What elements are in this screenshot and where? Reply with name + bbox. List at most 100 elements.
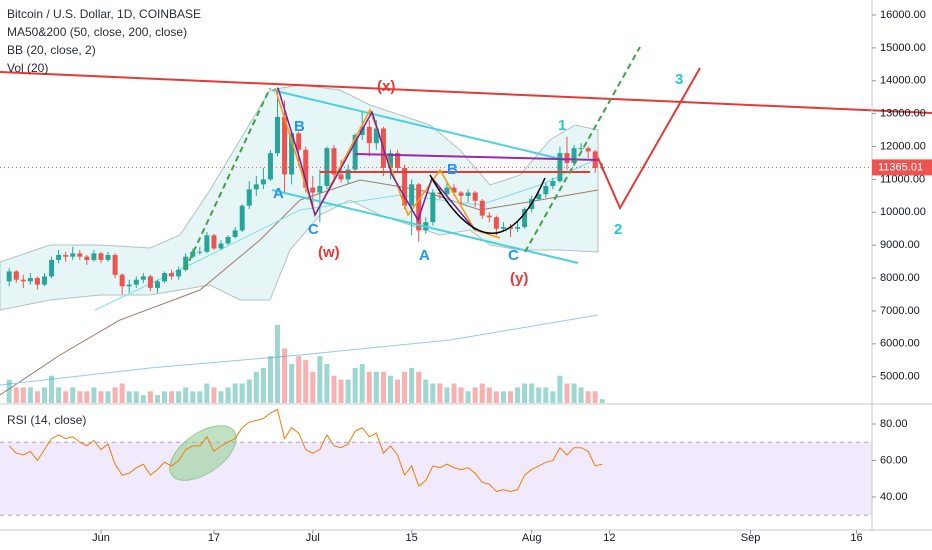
volume-bar [176,391,182,403]
volume-bar [387,375,393,403]
highlight [169,425,237,481]
candle-body [500,227,506,229]
candle-body [571,148,577,163]
candle-body [6,271,12,282]
volume-bar [416,371,422,403]
volume-bar [296,356,302,403]
candle-body [585,148,591,152]
volume-bar [373,371,379,403]
volume-bar [557,375,563,403]
candle-body [310,187,316,193]
candle-body [458,192,464,196]
volume-bar [105,391,111,403]
wave-label: 1 [558,117,566,134]
volume-bar [27,387,33,403]
channel-line [271,89,566,161]
wave-label: (y) [510,270,528,287]
candle-body [253,184,259,190]
volume-bar [20,387,26,403]
volume-bar [253,371,259,403]
volume-bar [70,387,76,403]
candle-body [190,251,196,257]
candle-body [197,251,203,253]
volume-bar [133,391,139,403]
volume-bar [274,325,280,403]
y-tick-label: 40.00 [880,491,908,503]
rsi-band [0,442,872,516]
wave-label: B [294,118,305,135]
volume-bar [571,383,577,403]
candle-body [373,128,379,144]
ma200 [0,314,599,386]
indicator-label: BB (20, close, 2) [7,43,96,57]
indicator-label: RSI (14, close) [7,413,86,427]
candle-body [34,278,40,285]
chart-title: Bitcoin / U.S. Dollar, 1D, COINBASE [7,7,201,21]
volume-bar [169,391,175,403]
wave-label: (x) [377,78,395,95]
y-tick-label: 7000.00 [880,305,920,317]
last-price-box [872,159,932,176]
candle-body [204,235,210,252]
volume-bar [550,391,556,403]
ma50 [0,179,599,396]
volume-bar [395,379,401,403]
volume-bar [98,391,104,403]
volume-bar [317,356,323,403]
volume-bar [190,391,196,403]
y-tick-label: 5000.00 [880,371,920,383]
x-tick-label: Sep [741,532,761,544]
candle-body [246,189,252,206]
volume-bar [310,371,316,403]
candle-body [183,256,189,270]
wave-label: C [508,247,519,264]
candle-body [41,276,47,285]
volume-bar [444,387,450,403]
candle-body [49,259,55,277]
y-tick-label: 12000.00 [880,140,926,152]
volume-bar [486,387,492,403]
candle-body [331,148,337,175]
volume-bar [423,379,429,403]
candle-body [140,276,146,280]
volume-bar [430,383,436,403]
volume-bar [359,364,365,403]
volume-bar [204,383,210,403]
candle-body [176,269,182,277]
candle-body [564,153,570,163]
trend-line [0,71,932,114]
y-tick-label: 14000.00 [880,75,926,87]
volume-bar [183,387,189,403]
candle-body [282,116,288,175]
candle-body [444,187,450,195]
volume-bar [380,371,386,403]
volume-bar [119,383,125,403]
volume-bar [84,391,90,403]
y-tick-label: 10000.00 [880,206,926,218]
y-tick-label: 60.00 [880,454,908,466]
volume-bar [522,383,528,403]
volume-bar [303,360,309,403]
candle-body [126,284,132,287]
volume-bar [289,364,295,403]
y-tick-label: 16000.00 [880,9,926,21]
candle-body [395,153,401,168]
candle-body [338,174,344,180]
volume-bar [472,387,478,403]
volume-bar [529,383,535,403]
volume-bar [34,391,40,403]
candle-body [91,253,97,260]
candle-body [472,192,478,201]
volume-bar [154,395,160,403]
candle-body [133,279,139,285]
volume-bar [6,379,12,403]
candle-body [162,273,168,282]
wave-label: C [308,221,319,238]
candle-body [515,227,521,229]
y-tick-label: 9000.00 [880,239,920,251]
projection [597,67,701,211]
candle-body [267,153,273,180]
wave-line [277,87,476,231]
candle-body [147,276,153,288]
volume-bar [63,391,69,403]
